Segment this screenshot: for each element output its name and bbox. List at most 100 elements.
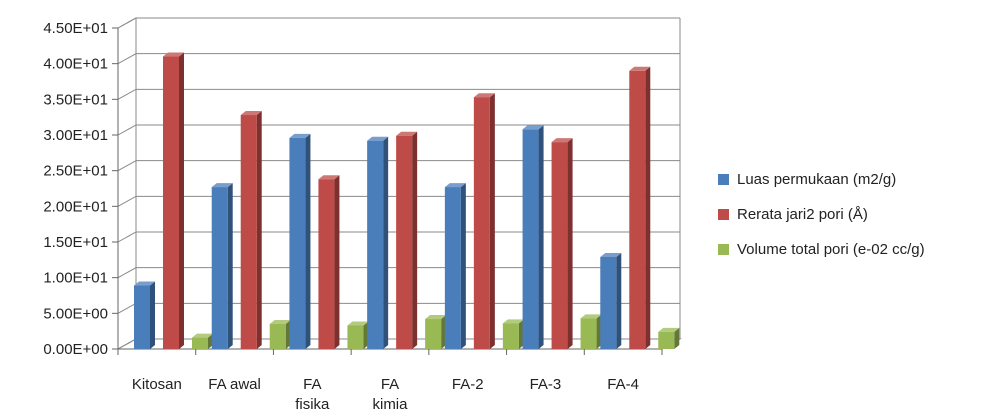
bar-side <box>674 327 680 349</box>
bar-top <box>444 183 466 188</box>
y-tick-label: 2.00E+01 <box>43 198 108 215</box>
bar-top <box>367 136 389 141</box>
gridline <box>117 17 680 29</box>
y-tick-label: 3.00E+01 <box>43 127 108 144</box>
bar-side <box>383 136 389 349</box>
bar-front <box>658 331 675 349</box>
bar <box>289 133 311 349</box>
bar-top <box>269 320 291 325</box>
bar-front <box>396 135 413 349</box>
bar-front <box>192 337 208 349</box>
legend-entry: Luas permukaan (m2/g) <box>718 171 896 188</box>
bar-side <box>179 52 184 350</box>
bar <box>425 315 447 349</box>
bar-side <box>256 111 262 349</box>
bar-front <box>629 70 646 350</box>
gridline <box>117 53 680 65</box>
bar-front <box>522 129 539 349</box>
bar-front <box>502 323 519 349</box>
bar <box>367 136 389 349</box>
bar-top <box>396 131 418 136</box>
legend-swatch <box>718 244 729 255</box>
bar-front <box>600 256 617 349</box>
bar-top <box>522 125 544 130</box>
x-category-label: fisika <box>295 396 330 413</box>
y-tick-label: 4.50E+01 <box>43 20 108 37</box>
bar-top <box>347 321 369 326</box>
bar-side <box>645 66 651 350</box>
legend: Luas permukaan (m2/g) Rerata jari2 pori (… <box>718 171 925 258</box>
bar-top <box>580 314 602 319</box>
x-category-label: FA-2 <box>452 376 484 393</box>
bar-front <box>580 318 597 349</box>
bar <box>192 333 213 349</box>
bar-top <box>163 52 184 57</box>
bar <box>473 93 495 350</box>
gridline <box>117 195 680 207</box>
bar-side <box>227 183 233 349</box>
bar-side <box>305 133 311 349</box>
x-category-label: FA <box>303 376 321 393</box>
bar-top <box>289 133 311 138</box>
bar-top <box>658 327 680 332</box>
gridline <box>117 160 680 172</box>
bar-front <box>318 179 335 349</box>
bar-front <box>551 142 568 349</box>
bar-front <box>367 140 384 349</box>
bar <box>163 52 184 350</box>
bar <box>318 175 340 349</box>
bar-front <box>163 56 179 350</box>
bar-side <box>150 281 155 349</box>
bar-top <box>600 252 622 257</box>
legend-label: Luas permukaan (m2/g) <box>737 171 896 188</box>
bar-top <box>502 319 524 324</box>
y-tick-label: 1.00E+01 <box>43 270 108 287</box>
bar-top <box>211 183 233 188</box>
bar-side <box>412 131 418 349</box>
y-axis-tick-labels: 0.00E+00 5.00E+00 1.00E+01 1.50E+01 2.00E+01… <box>43 20 108 358</box>
bar-front <box>289 137 306 349</box>
side-wall <box>117 17 137 350</box>
x-category-label: FA awal <box>208 376 261 393</box>
bar <box>658 327 680 349</box>
x-axis-category-labels: Kitosan FA awal FA fisika FA kimia FA-2 FA-3 FA-… <box>132 376 639 413</box>
gridlines <box>112 17 680 355</box>
bar-front <box>134 285 150 349</box>
x-category-label: Kitosan <box>132 376 182 393</box>
bar-front <box>473 97 490 350</box>
gridline <box>117 231 680 243</box>
bar-side <box>460 183 466 349</box>
x-category-label: kimia <box>372 396 408 413</box>
bar <box>629 66 651 350</box>
legend-swatch <box>718 174 729 185</box>
y-tick-label: 2.50E+01 <box>43 163 108 180</box>
bar-front <box>347 325 364 349</box>
bar <box>134 281 155 349</box>
gridline <box>117 88 680 100</box>
bar-top <box>134 281 155 286</box>
bar-side <box>616 252 622 349</box>
legend-entry: Volume total pori (e-02 cc/g) <box>718 241 925 258</box>
gridline <box>117 124 680 136</box>
bar <box>580 314 602 349</box>
bar-side <box>334 175 340 349</box>
x-category-label: FA-4 <box>607 376 639 393</box>
gridline <box>117 267 680 279</box>
bar <box>269 320 291 349</box>
bar-top <box>425 315 447 320</box>
bar-top <box>192 333 213 338</box>
bar <box>396 131 418 349</box>
bar-front <box>425 319 442 349</box>
bar <box>240 111 262 349</box>
bar-top <box>318 175 340 180</box>
y-tick-label: 0.00E+00 <box>43 341 108 358</box>
bar-side <box>567 138 573 349</box>
legend-entry: Rerata jari2 pori (Å) <box>718 206 868 223</box>
bar-side <box>489 93 495 350</box>
y-tick-label: 4.00E+01 <box>43 56 108 73</box>
bar <box>211 183 233 349</box>
legend-swatch <box>718 209 729 220</box>
bar-front <box>240 115 257 349</box>
y-tick-label: 3.50E+01 <box>43 91 108 108</box>
